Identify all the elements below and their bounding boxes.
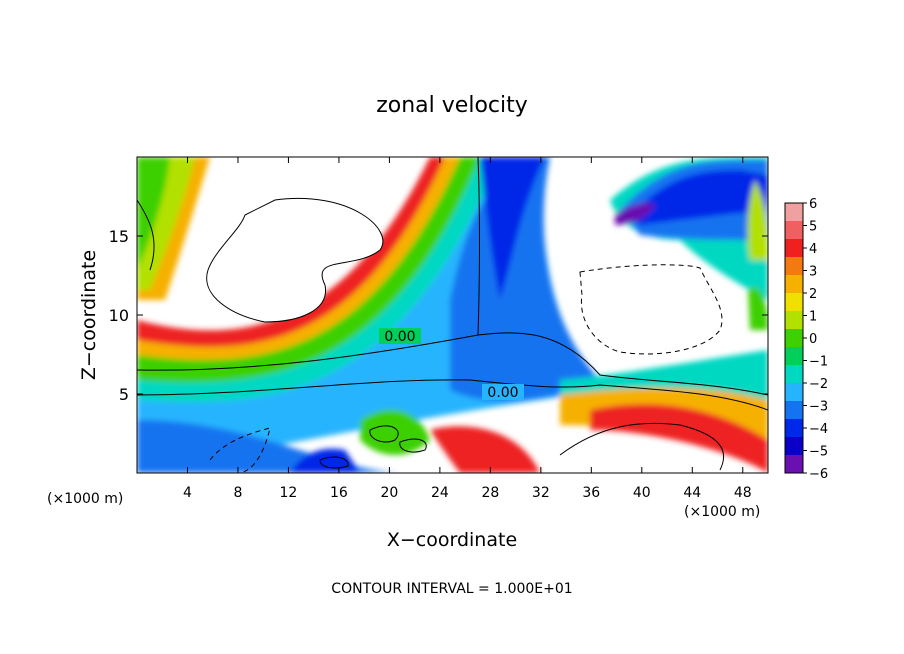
chart-title: zonal velocity: [376, 93, 528, 118]
colorbar-tick-label: −4: [809, 422, 828, 437]
colorbar-swatch: [785, 437, 803, 456]
x-axis-label: X−coordinate: [387, 529, 517, 551]
colorbar-swatch: [785, 221, 803, 240]
colorbar-swatch: [785, 275, 803, 294]
colorbar-swatch: [785, 365, 803, 384]
x-tick-label: 40: [633, 485, 651, 501]
colorbar-swatch: [785, 329, 803, 348]
y-tick-label: 15: [109, 227, 129, 246]
colorbar-tick-label: 0: [809, 332, 817, 347]
colorbar-tick-label: −1: [809, 355, 828, 370]
x-tick-label: 20: [380, 485, 398, 501]
x-axis: 4 8 12 16 20 24 28 32 36 40 44 48: [183, 157, 752, 501]
colorbar-swatch: [785, 311, 803, 330]
colorbar-swatch: [785, 239, 803, 258]
colorbar: 6 5 4 3 2 1 0 −1 −2 −3 −4 −5 −6: [784, 197, 828, 482]
colorbar-tick-label: 4: [809, 242, 817, 257]
colorbar-tick-label: 3: [809, 265, 817, 280]
colorbar-tick-label: −2: [809, 377, 828, 392]
y-axis-label: Z−coordinate: [78, 250, 100, 380]
x-tick-label: 8: [233, 485, 242, 501]
x-tick-label: 36: [582, 485, 600, 501]
colorbar-swatch: [785, 455, 803, 474]
x-unit-left: (×1000 m): [47, 491, 123, 507]
y-tick-label: 10: [109, 306, 129, 325]
colorbar-tick-label: 2: [809, 287, 817, 302]
contour-label-bg-1: [379, 328, 421, 344]
colorbar-tick-label: −3: [809, 400, 828, 415]
x-tick-label: 4: [183, 485, 192, 501]
colorbar-swatch: [785, 401, 803, 420]
contour-label-1: 0.00: [384, 329, 415, 345]
colorbar-tick-label: −6: [809, 467, 828, 482]
x-tick-label: 32: [532, 485, 550, 501]
x-tick-label: 16: [330, 485, 348, 501]
colorbar-tick-label: −5: [809, 445, 828, 460]
x-unit-right: (×1000 m): [684, 504, 760, 520]
contour-label-2: 0.00: [487, 385, 518, 401]
velocity-field: [137, 157, 768, 473]
colorbar-tick-label: 1: [809, 310, 817, 325]
colorbar-swatch: [785, 347, 803, 366]
colorbar-tick-label: 5: [809, 220, 817, 235]
x-tick-label: 12: [280, 485, 298, 501]
colorbar-tick-label: 6: [809, 197, 817, 212]
y-tick-label: 5: [119, 385, 129, 404]
x-tick-label: 24: [431, 485, 449, 501]
y-axis: 5 10 15: [109, 227, 768, 404]
x-tick-label: 48: [734, 485, 752, 501]
x-tick-label: 44: [683, 485, 701, 501]
colorbar-swatch: [785, 257, 803, 276]
colorbar-swatch: [785, 203, 803, 222]
colorbar-swatch: [785, 293, 803, 312]
contour-interval-note: CONTOUR INTERVAL = 1.000E+01: [331, 581, 572, 597]
colorbar-swatch: [785, 383, 803, 402]
contour-label-bg-2: [482, 384, 524, 400]
x-tick-label: 28: [481, 485, 499, 501]
colorbar-swatch: [785, 419, 803, 438]
